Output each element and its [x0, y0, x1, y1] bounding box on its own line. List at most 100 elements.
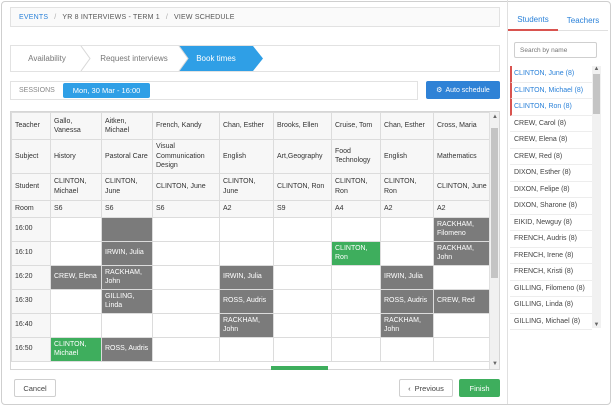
step-request-interviews[interactable]: Request interviews [100, 54, 168, 63]
scroll-up-icon[interactable]: ▲ [593, 66, 600, 72]
finish-button[interactable]: Finish [459, 379, 500, 397]
student-list-item[interactable]: DIXON, Sharone (8) [510, 198, 592, 215]
student-list-item[interactable]: CREW, Red (8) [510, 149, 592, 165]
empty-slot[interactable] [152, 312, 220, 338]
booked-slot[interactable]: CREW, Elena [50, 264, 102, 290]
student-list-item[interactable]: CLINTON, Ron (8) [510, 99, 592, 116]
empty-slot[interactable] [50, 240, 102, 266]
student-list-item[interactable]: CREW, Carol (8) [510, 116, 592, 132]
subject-cell: Food Technology [331, 139, 381, 174]
time-label: 16:30 [11, 288, 51, 314]
booked-slot[interactable]: RACKHAM, John [101, 264, 153, 290]
booked-slot[interactable]: GILLING, Linda [101, 288, 153, 314]
step-book-times[interactable]: Book times [179, 46, 253, 71]
empty-slot[interactable] [433, 264, 491, 290]
student-scroll-thumb[interactable] [593, 74, 600, 114]
empty-slot[interactable] [273, 312, 332, 338]
scroll-down-icon[interactable]: ▼ [593, 322, 600, 328]
booked-slot[interactable]: RACKHAM, Filomeno [433, 216, 491, 242]
previous-button[interactable]: ‹ Previous [399, 379, 453, 397]
wizard-chevrons [80, 46, 263, 71]
booked-slot[interactable]: IRWIN, Julia [380, 264, 434, 290]
booked-slot[interactable]: ROSS, Audris [101, 336, 153, 362]
empty-slot[interactable] [50, 288, 102, 314]
student-list-item[interactable]: FRENCH, Kristi (8) [510, 264, 592, 281]
student-cell: CLINTON, June [101, 172, 153, 201]
student-list-item[interactable]: CREW, Elena (8) [510, 132, 592, 149]
empty-slot[interactable] [273, 264, 332, 290]
empty-slot[interactable] [152, 216, 220, 242]
time-label: 16:00 [11, 216, 51, 242]
step-availability[interactable]: Availability [28, 54, 66, 63]
empty-slot[interactable] [331, 288, 381, 314]
empty-slot[interactable] [331, 216, 381, 242]
student-list-item[interactable]: CLINTON, June (8) [510, 66, 592, 83]
student-list-item[interactable]: GILLING, Filomeno (8) [510, 281, 592, 297]
empty-slot[interactable] [273, 288, 332, 314]
room-cell: S9 [273, 199, 332, 218]
scroll-up-icon[interactable]: ▲ [492, 114, 498, 120]
panel-divider [507, 0, 508, 404]
empty-slot[interactable] [219, 336, 274, 362]
empty-slot[interactable] [380, 216, 434, 242]
empty-slot[interactable] [380, 336, 434, 362]
breadcrumb-event-link[interactable]: YR 8 INTERVIEWS - TERM 1 [62, 13, 160, 21]
student-list-item[interactable]: DIXON, Felipe (8) [510, 182, 592, 198]
student-list-item[interactable]: CLINTON, Michael (8) [510, 82, 592, 99]
empty-slot[interactable] [219, 240, 274, 266]
student-row: Student CLINTON, Michael CLINTON, June C… [11, 172, 491, 201]
booked-slot[interactable]: RACKHAM, John [380, 312, 434, 338]
student-list-item[interactable]: FRENCH, Irene (8) [510, 248, 592, 264]
empty-slot[interactable] [331, 336, 381, 362]
student-list-item[interactable]: GILLING, Linda (8) [510, 297, 592, 314]
booked-slot[interactable]: IRWIN, Julia [101, 240, 153, 266]
booked-slot[interactable]: RACKHAM, John [219, 312, 274, 338]
student-list-item[interactable]: DIXON, Esther (8) [510, 165, 592, 182]
tab-students[interactable]: Students [508, 9, 558, 31]
auto-schedule-button[interactable]: ⚙ Auto schedule [426, 81, 500, 99]
booked-slot[interactable]: RACKHAM, John [433, 240, 491, 266]
session-selector[interactable]: Mon, 30 Mar - 16:00 [62, 83, 151, 98]
tab-teachers[interactable]: Teachers [566, 15, 600, 25]
student-list-item[interactable]: EIKID, Newguy (8) [510, 215, 592, 231]
booked-slot[interactable]: ROSS, Audris [380, 288, 434, 314]
student-cell: CLINTON, Michael [50, 172, 102, 201]
empty-slot[interactable] [50, 312, 102, 338]
subject-cell: Art,Geography [273, 139, 332, 174]
grid-scrollbar[interactable]: ▲ ▼ [489, 112, 499, 369]
time-slot-row: 16:40 RACKHAM, John RACKHAM, John [11, 312, 491, 338]
cancel-button[interactable]: Cancel [14, 379, 56, 397]
previous-label: Previous [414, 383, 444, 393]
selected-student-slot[interactable]: CLINTON, Ron [331, 240, 381, 266]
booked-slot[interactable]: ROSS, Audris [219, 288, 274, 314]
student-cell: CLINTON, Ron [380, 172, 434, 201]
empty-slot[interactable] [152, 288, 220, 314]
empty-slot[interactable] [152, 336, 220, 362]
empty-slot[interactable] [273, 240, 332, 266]
student-list: CLINTON, June (8) CLINTON, Michael (8) CLI… [510, 66, 592, 330]
empty-slot[interactable] [331, 264, 381, 290]
empty-slot[interactable] [101, 312, 153, 338]
unavailable-slot[interactable] [101, 216, 153, 242]
empty-slot[interactable] [152, 264, 220, 290]
time-label: 16:50 [11, 336, 51, 362]
student-list-item[interactable]: FRENCH, Audris (8) [510, 231, 592, 248]
breadcrumb-events-link[interactable]: EVENTS [19, 13, 49, 21]
empty-slot[interactable] [50, 216, 102, 242]
empty-slot[interactable] [433, 336, 491, 362]
empty-slot[interactable] [433, 312, 491, 338]
empty-slot[interactable] [331, 312, 381, 338]
booked-slot[interactable]: IRWIN, Julia [219, 264, 274, 290]
student-search-input[interactable] [514, 42, 597, 58]
grid-scroll-thumb[interactable] [491, 128, 498, 278]
empty-slot[interactable] [219, 216, 274, 242]
selected-student-slot[interactable]: CLINTON, Michael [50, 336, 102, 362]
empty-slot[interactable] [273, 216, 332, 242]
booked-slot[interactable]: CREW, Red [433, 288, 491, 314]
student-list-scrollbar[interactable]: ▲ ▼ [592, 66, 601, 328]
student-list-item[interactable]: GILLING, Michael (8) [510, 314, 592, 330]
empty-slot[interactable] [380, 240, 434, 266]
scroll-down-icon[interactable]: ▼ [492, 361, 498, 367]
empty-slot[interactable] [152, 240, 220, 266]
empty-slot[interactable] [273, 336, 332, 362]
